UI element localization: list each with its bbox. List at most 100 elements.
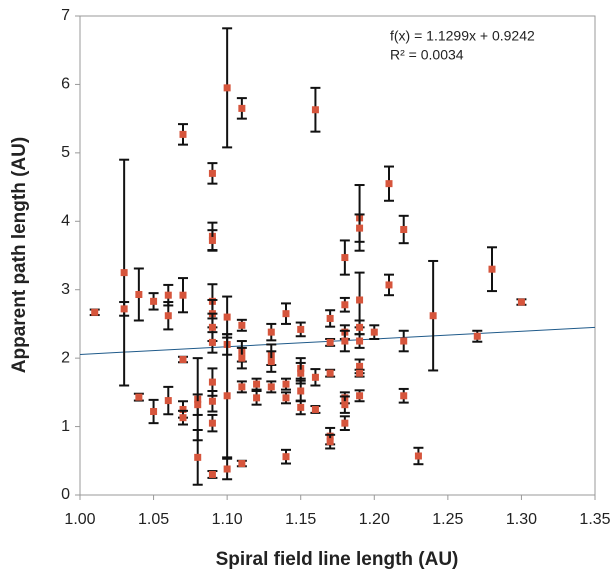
marker xyxy=(238,104,246,112)
marker xyxy=(356,362,364,370)
marker xyxy=(356,337,364,345)
marker xyxy=(208,419,216,427)
marker xyxy=(179,291,187,299)
marker xyxy=(208,323,216,331)
r-squared: R² = 0.0034 xyxy=(390,47,464,63)
y-tick-label: 5 xyxy=(61,144,70,161)
marker xyxy=(282,453,290,461)
marker xyxy=(414,452,422,460)
marker xyxy=(238,460,246,468)
marker xyxy=(326,314,334,322)
marker xyxy=(135,393,143,401)
marker xyxy=(400,337,408,345)
y-tick-label: 7 xyxy=(61,7,70,24)
marker xyxy=(238,354,246,362)
marker xyxy=(223,392,231,400)
marker xyxy=(267,383,275,391)
marker xyxy=(356,224,364,232)
marker xyxy=(164,291,172,299)
marker xyxy=(385,281,393,289)
marker xyxy=(488,265,496,273)
marker xyxy=(208,470,216,478)
y-tick-label: 0 xyxy=(61,486,70,503)
marker xyxy=(91,308,99,316)
marker xyxy=(179,414,187,422)
marker xyxy=(194,401,202,409)
marker xyxy=(282,394,290,402)
marker xyxy=(385,180,393,188)
marker xyxy=(223,465,231,473)
x-tick-label: 1.20 xyxy=(359,511,390,528)
marker xyxy=(341,337,349,345)
y-tick-label: 6 xyxy=(61,76,70,93)
marker xyxy=(517,298,525,306)
trend-equation: f(x) = 1.1299x + 0.9242 xyxy=(390,28,535,44)
marker xyxy=(208,169,216,177)
marker xyxy=(120,269,128,277)
y-tick-label: 1 xyxy=(61,418,70,435)
marker xyxy=(150,408,158,416)
marker xyxy=(326,438,334,446)
marker xyxy=(356,323,364,331)
y-tick-label: 2 xyxy=(61,349,70,366)
x-tick-label: 1.10 xyxy=(212,511,243,528)
marker xyxy=(311,405,319,413)
marker xyxy=(208,378,216,386)
marker xyxy=(179,356,187,364)
marker xyxy=(208,338,216,346)
marker xyxy=(164,312,172,320)
marker xyxy=(253,394,261,402)
marker xyxy=(356,296,364,304)
marker xyxy=(267,358,275,366)
marker xyxy=(253,380,261,388)
plot-frame xyxy=(79,15,596,496)
marker xyxy=(179,130,187,138)
marker xyxy=(311,373,319,381)
marker xyxy=(282,310,290,318)
marker xyxy=(267,328,275,336)
marker xyxy=(179,405,187,413)
marker xyxy=(429,312,437,320)
marker xyxy=(297,403,305,411)
x-tick-label: 1.05 xyxy=(138,511,169,528)
marker xyxy=(326,369,334,377)
marker xyxy=(341,301,349,309)
marker xyxy=(370,328,378,336)
marker xyxy=(356,369,364,377)
x-tick-label: 1.00 xyxy=(64,511,95,528)
marker xyxy=(341,254,349,262)
x-axis-title: Spiral field line length (AU) xyxy=(216,549,459,570)
marker xyxy=(208,236,216,244)
marker xyxy=(341,401,349,409)
marker xyxy=(120,305,128,313)
marker xyxy=(223,313,231,321)
y-tick-label: 3 xyxy=(61,281,70,298)
x-tick-label: 1.15 xyxy=(285,511,316,528)
marker xyxy=(223,84,231,92)
marker xyxy=(297,369,305,377)
marker xyxy=(297,325,305,333)
marker xyxy=(311,106,319,114)
y-axis-title: Apparent path length (AU) xyxy=(9,137,30,373)
marker xyxy=(473,332,481,340)
marker xyxy=(341,419,349,427)
marker xyxy=(238,321,246,329)
y-tick-label: 4 xyxy=(61,213,70,230)
marker xyxy=(282,380,290,388)
marker xyxy=(150,297,158,305)
marker xyxy=(194,453,202,461)
x-tick-label: 1.25 xyxy=(432,511,463,528)
x-tick-label: 1.35 xyxy=(579,511,610,528)
marker xyxy=(356,392,364,400)
x-tick-label: 1.30 xyxy=(506,511,537,528)
marker xyxy=(238,383,246,391)
marker xyxy=(297,387,305,395)
marker xyxy=(164,397,172,405)
marker xyxy=(400,225,408,233)
marker xyxy=(135,291,143,299)
trendline xyxy=(79,326,596,355)
marker xyxy=(400,392,408,400)
marker xyxy=(326,338,334,346)
marker xyxy=(208,397,216,405)
